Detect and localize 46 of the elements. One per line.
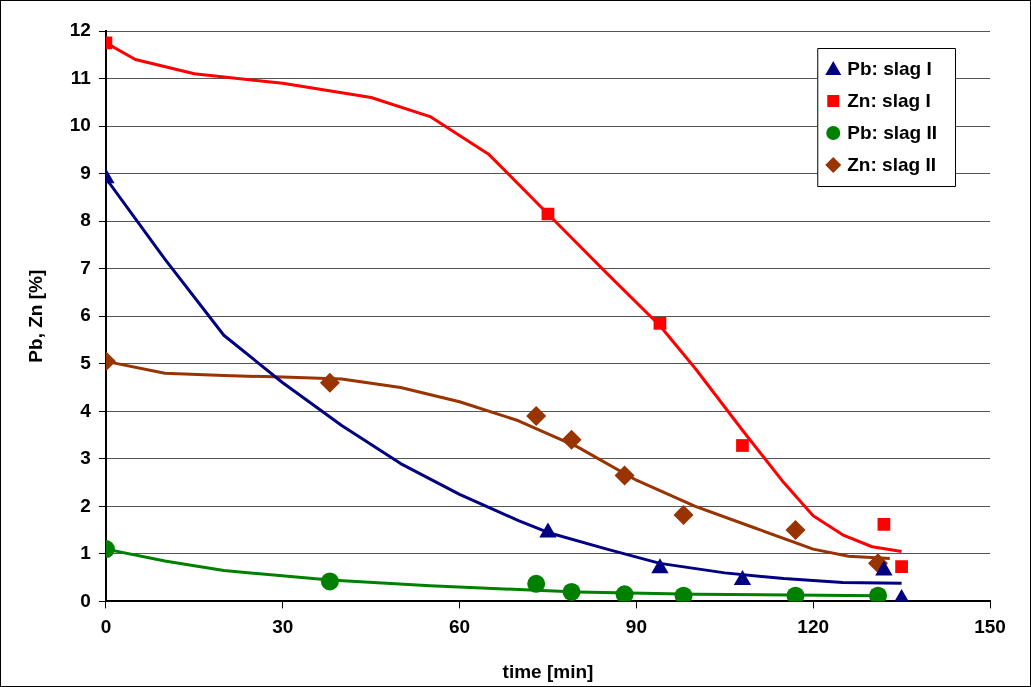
point <box>651 558 669 574</box>
legend-label: Pb: slag II <box>847 122 938 144</box>
y-tick-label: 7 <box>80 256 91 278</box>
x-tick-label: 30 <box>272 616 294 638</box>
y-tick-label: 0 <box>80 589 91 611</box>
y-tick-label: 1 <box>80 542 92 564</box>
point <box>785 520 806 541</box>
y-tick-label: 2 <box>80 494 91 516</box>
point <box>614 465 635 486</box>
y-tick-label: 5 <box>80 351 92 373</box>
point <box>539 522 557 538</box>
point <box>674 586 693 602</box>
x-axis-title: time [min] <box>502 660 594 682</box>
point <box>319 372 340 393</box>
point <box>527 574 546 593</box>
point <box>615 585 634 602</box>
x-tick-label: 150 <box>974 616 1006 638</box>
y-tick-label: 11 <box>70 66 92 88</box>
y-tick-label: 8 <box>80 209 91 231</box>
point <box>786 586 805 602</box>
point <box>673 504 694 525</box>
legend-label: Zn: slag II <box>847 154 936 176</box>
point <box>733 570 752 586</box>
y-tick-label: 3 <box>80 447 91 469</box>
point <box>320 572 339 591</box>
point <box>875 560 893 576</box>
point <box>869 586 888 602</box>
y-tick-label: 10 <box>69 114 91 136</box>
y-tick-label: 6 <box>80 304 91 326</box>
point <box>877 518 891 531</box>
point <box>561 429 582 450</box>
y-axis-title: Pb, Zn [%] <box>24 269 46 363</box>
point <box>736 439 749 452</box>
x-tick-label: 120 <box>797 616 830 638</box>
point <box>653 316 667 330</box>
y-tick-label: 9 <box>80 161 91 183</box>
point <box>526 406 547 427</box>
legend-label: Pb: slag I <box>847 58 932 80</box>
point <box>562 582 581 601</box>
x-tick-label: 90 <box>625 616 647 638</box>
y-tick-label: 12 <box>69 19 91 41</box>
y-tick-label: 4 <box>80 399 92 421</box>
legend-label: Zn: slag I <box>847 90 931 112</box>
point <box>895 560 908 574</box>
x-tick-label: 0 <box>100 616 112 638</box>
x-tick-label: 60 <box>448 616 471 638</box>
